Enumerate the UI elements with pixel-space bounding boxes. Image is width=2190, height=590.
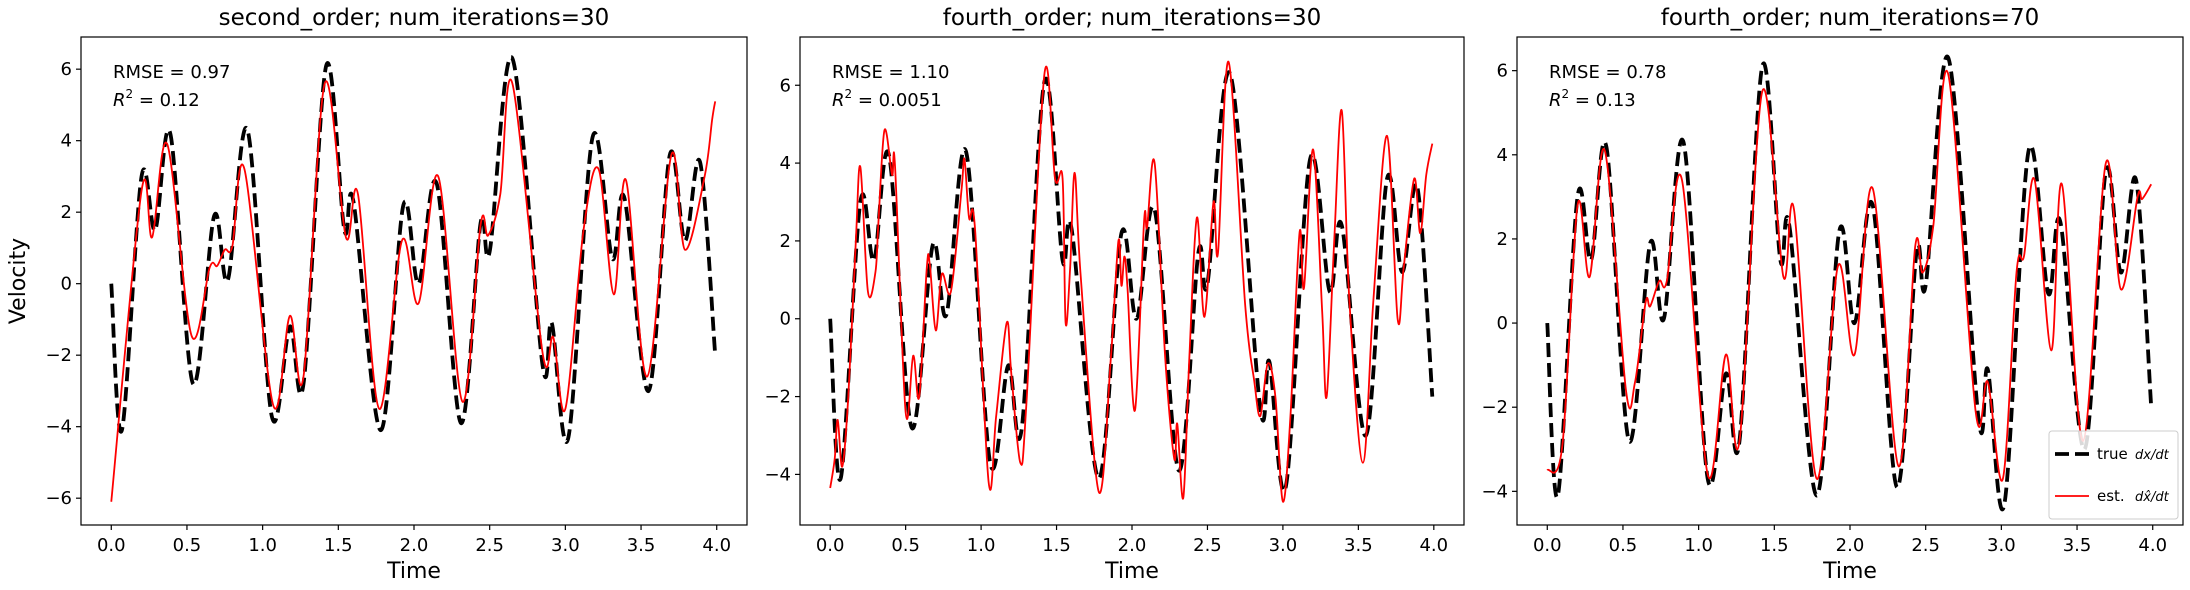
r2-symbol: R [1549, 90, 1562, 111]
r2-superscript: 2 [845, 87, 853, 101]
x-tick-label: 3.5 [627, 535, 656, 556]
y-tick-label: 2 [780, 231, 791, 252]
legend-true-math: dx/dt [2135, 448, 2170, 463]
y-tick-label: 6 [1497, 61, 1508, 82]
rmse-annotation: RMSE = 1.10 [832, 62, 949, 83]
x-tick-label: 0.0 [97, 535, 126, 556]
y-tick-label: −4 [45, 417, 72, 438]
x-tick-label: 2.0 [1118, 535, 1147, 556]
r2-annotation: R2 = 0.0051 [832, 87, 942, 111]
estimated-derivative-line [110, 78, 717, 502]
x-axis-label: Time [1104, 559, 1159, 584]
axes-frame [80, 36, 748, 526]
x-tick-label: 4.0 [702, 535, 731, 556]
r2-annotation: R2 = 0.12 [113, 87, 200, 111]
legend: true dx/dt est. dx̂/dt [2048, 430, 2179, 520]
x-tick-label: 0.0 [816, 535, 845, 556]
y-tick-label: 4 [1497, 145, 1508, 166]
subplot-3: fourth_order; num_iterations=70 0.0 0.5 1.0… [1481, 5, 2184, 584]
true-derivative-line [1545, 54, 2154, 511]
y-tick-label: −6 [45, 488, 72, 509]
legend-true-label: true [2097, 445, 2128, 463]
x-tick-label: 3.5 [1344, 535, 1373, 556]
x-tick-label: 2.5 [1911, 535, 1940, 556]
r2-annotation: R2 = 0.13 [1549, 87, 1636, 111]
x-tick-label: 1.0 [1684, 535, 1713, 556]
x-axis-label: Time [386, 559, 441, 584]
r2-superscript: 2 [1562, 87, 1570, 101]
x-tick-label: 1.5 [324, 535, 353, 556]
true-derivative-line [109, 55, 718, 444]
y-tick-label: −2 [1481, 397, 1508, 418]
y-tick-label: 4 [780, 153, 791, 174]
axes-frame [1516, 36, 2184, 526]
subplot-2: fourth_order; num_iterations=30 0.0 0.5 1.0… [764, 5, 1465, 584]
rmse-annotation: RMSE = 0.97 [113, 62, 230, 83]
chart-title: second_order; num_iterations=30 [219, 5, 610, 31]
r2-value: = 0.0051 [852, 90, 942, 111]
x-tick-label: 0.5 [891, 535, 920, 556]
chart-title: fourth_order; num_iterations=30 [943, 5, 1321, 31]
y-tick-label: −2 [764, 387, 791, 408]
x-tick-label: 2.5 [475, 535, 504, 556]
true-derivative-line [828, 70, 1435, 493]
y-tick-label: −2 [45, 345, 72, 366]
x-tick-label: 3.5 [2063, 535, 2092, 556]
y-tick-label: 0 [61, 274, 72, 295]
x-tick-label: 2.0 [1836, 535, 1865, 556]
legend-est-label: est. [2097, 487, 2125, 505]
x-tick-label: 3.0 [551, 535, 580, 556]
y-tick-label: −4 [1481, 481, 1508, 502]
y-tick-label: 0 [780, 309, 791, 330]
x-tick-label: 0.0 [1533, 535, 1562, 556]
estimated-derivative-line [1546, 70, 2152, 482]
r2-symbol: R [832, 90, 845, 111]
x-tick-label: 0.5 [1609, 535, 1638, 556]
x-tick-label: 3.0 [1987, 535, 2016, 556]
r2-superscript: 2 [126, 87, 134, 101]
legend-est-math: dx̂/dt [2135, 490, 2170, 505]
rmse-annotation: RMSE = 0.78 [1549, 62, 1666, 83]
y-tick-label: 6 [780, 75, 791, 96]
x-tick-label: 0.5 [173, 535, 202, 556]
r2-value: = 0.13 [1569, 90, 1636, 111]
x-tick-label: 3.0 [1269, 535, 1298, 556]
x-tick-label: 1.0 [967, 535, 996, 556]
y-axis-label: Velocity [6, 238, 31, 324]
x-axis-label: Time [1822, 559, 1877, 584]
y-tick-label: 6 [61, 59, 72, 80]
x-tick-label: 2.5 [1193, 535, 1222, 556]
x-tick-label: 1.0 [248, 535, 277, 556]
x-tick-label: 1.5 [1760, 535, 1789, 556]
x-tick-label: 4.0 [2138, 535, 2167, 556]
r2-symbol: R [113, 90, 126, 111]
x-tick-label: 1.5 [1042, 535, 1071, 556]
y-tick-label: −4 [764, 464, 791, 485]
subplot-1: second_order; num_iterations=30 0.0 0.5 1.0… [6, 5, 748, 584]
y-tick-label: 4 [61, 131, 72, 152]
x-tick-label: 2.0 [400, 535, 429, 556]
axes-frame [799, 36, 1465, 526]
y-tick-label: 2 [61, 202, 72, 223]
y-tick-label: 0 [1497, 313, 1508, 334]
x-tick-label: 4.0 [1419, 535, 1448, 556]
chart-title: fourth_order; num_iterations=70 [1661, 5, 2039, 31]
estimated-derivative-line [829, 60, 1434, 503]
r2-value: = 0.12 [133, 90, 200, 111]
y-tick-label: 2 [1497, 229, 1508, 250]
